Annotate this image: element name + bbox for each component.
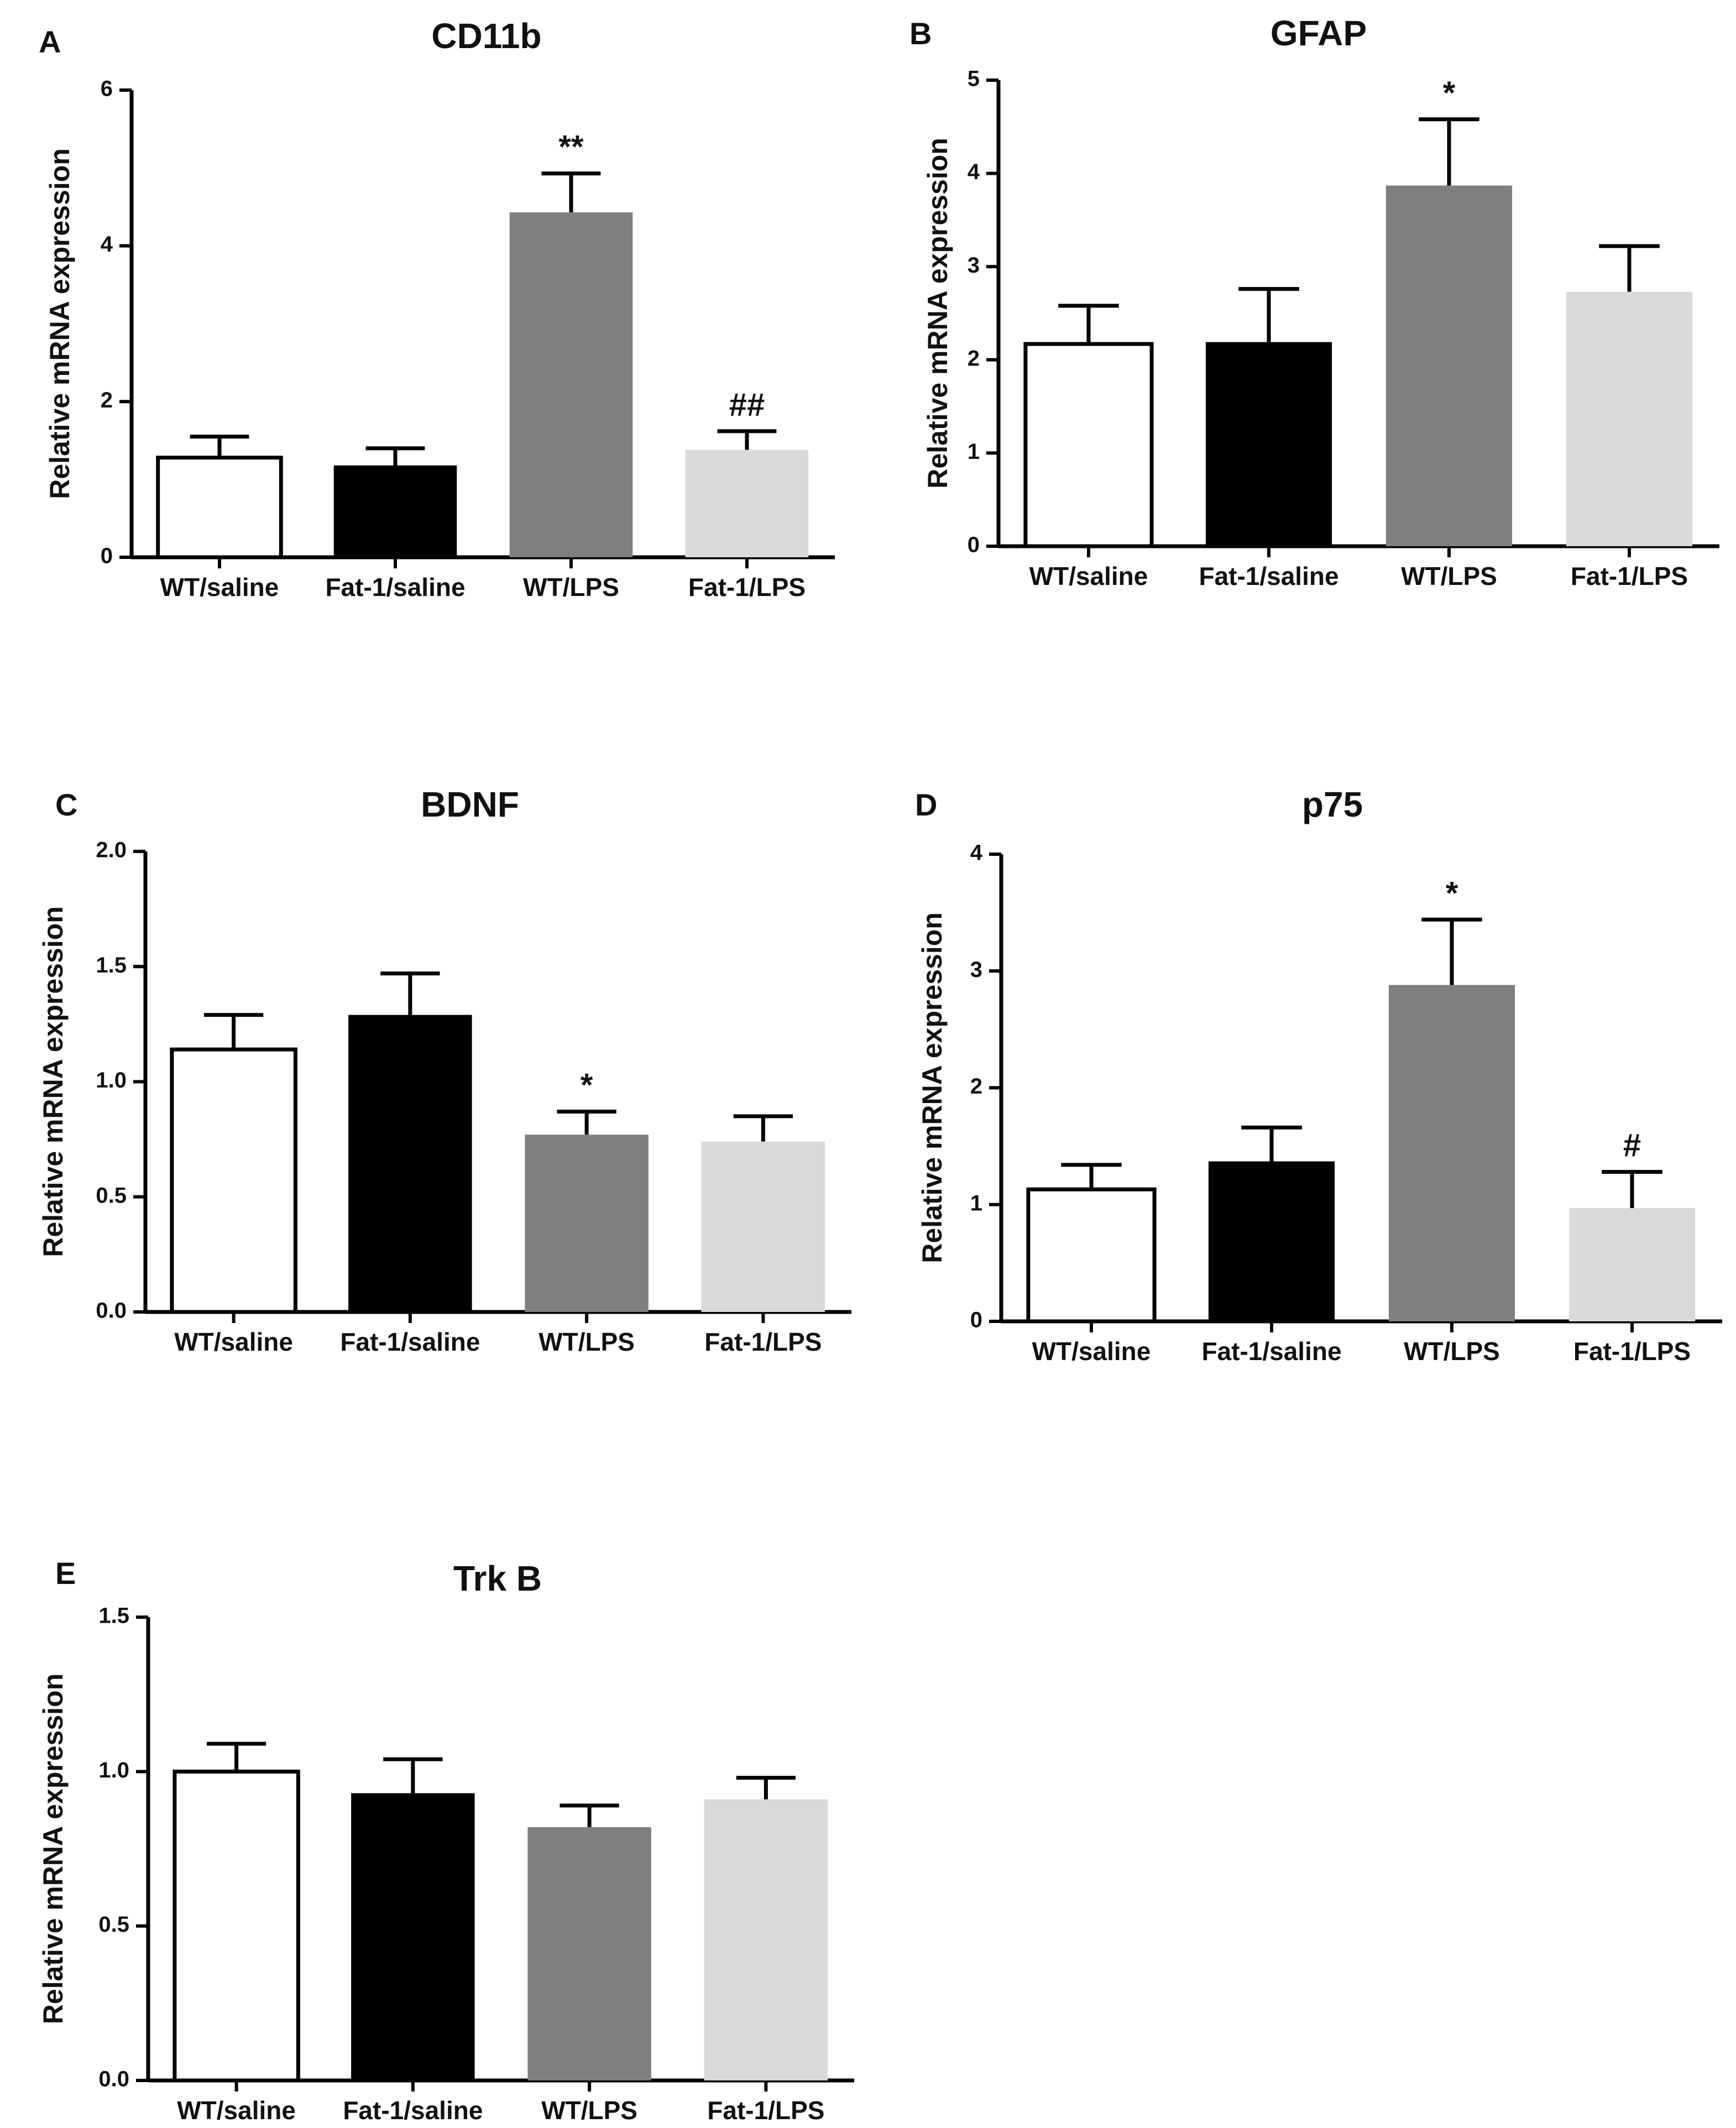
x-tick-label: WT/saline	[177, 2096, 296, 2125]
x-tick-label: WT/LPS	[523, 573, 619, 602]
y-tick-label: 0.5	[96, 1183, 127, 1207]
y-tick-label: 0	[101, 544, 113, 568]
y-tick-label: 3	[970, 958, 982, 982]
bar-fat-1-saline	[351, 1793, 475, 2080]
panel-c: C BDNF Relative mRNA expression 0.0 0.5 1.0 1.…	[38, 785, 851, 1356]
bar-wt-saline	[170, 1047, 297, 1314]
x-tick-label: WT/LPS	[541, 2096, 637, 2125]
y-tick-label: 1.5	[98, 1604, 129, 1628]
bar-wt-saline	[156, 456, 283, 560]
significance-marker: #	[1623, 1128, 1641, 1164]
significance-marker: ##	[729, 387, 765, 423]
x-tick-label: Fat-1/LPS	[1573, 1337, 1691, 1366]
panel-a: A CD11b Relative mRNA expression 0 2 4 6 WT/sal…	[39, 16, 835, 602]
bar-fat-1-saline	[348, 1015, 472, 1312]
y-tick-label: 2	[970, 1074, 982, 1099]
panel-b: B GFAP Relative mRNA expression 0 1 2 3 4 5 WT/sa…	[909, 13, 1719, 590]
y-tick-label: 0.0	[98, 2067, 129, 2092]
bar-wt-saline	[1023, 342, 1154, 548]
bar-wt-lps	[1388, 985, 1515, 1321]
bar-fat-1-saline	[1208, 1161, 1335, 1321]
x-tick-label: WT/LPS	[1401, 562, 1497, 590]
bar-fat-1-lps	[685, 449, 809, 557]
y-axis-label: Relative mRNA expression	[44, 148, 75, 499]
bar-wt-saline	[1026, 1187, 1157, 1324]
significance-marker: **	[558, 129, 584, 165]
y-tick-label: 2	[101, 388, 113, 412]
y-tick-label: 6	[101, 77, 113, 101]
significance-marker: *	[1446, 875, 1458, 911]
bar-fat-1-lps	[704, 1799, 828, 2080]
x-tick-label: Fat-1/saline	[343, 2096, 483, 2125]
significance-marker: *	[581, 1068, 593, 1104]
x-tick-label: Fat-1/saline	[340, 1327, 480, 1356]
x-tick-label: Fat-1/saline	[1201, 1337, 1341, 1366]
y-tick-label: 1	[968, 440, 980, 464]
y-tick-label: 0	[968, 533, 980, 557]
panel-letter: B	[909, 16, 932, 51]
chart-title: p75	[1302, 785, 1363, 824]
x-tick-label: Fat-1/LPS	[688, 573, 806, 602]
bar-fat-1-lps	[701, 1141, 825, 1312]
chart-title: BDNF	[421, 785, 519, 824]
bar-fat-1-lps	[1568, 1208, 1696, 1321]
bar-wt-lps	[527, 1827, 651, 2080]
y-tick-label: 1.5	[96, 953, 127, 977]
y-axis-label: Relative mRNA expression	[38, 906, 69, 1257]
bar-fat-1-saline	[1205, 342, 1332, 546]
y-axis-label: Relative mRNA expression	[922, 138, 953, 489]
y-tick-label: 3	[968, 253, 980, 278]
y-axis-label: Relative mRNA expression	[38, 1674, 69, 2025]
chart-title: Trk B	[453, 1559, 542, 1598]
y-tick-label: 1.0	[96, 1068, 127, 1092]
bar-wt-lps	[1385, 185, 1513, 546]
panel-e: E Trk B Relative mRNA expression 0.0 0.5 1.0 1…	[38, 1556, 854, 2125]
y-tick-label: 1	[970, 1191, 982, 1215]
x-tick-label: WT/LPS	[1404, 1337, 1500, 1366]
x-tick-label: Fat-1/LPS	[707, 2096, 824, 2125]
chart-title: GFAP	[1270, 13, 1367, 53]
bar-wt-lps	[509, 212, 633, 557]
bar-fat-1-lps	[1566, 291, 1693, 546]
bar-wt-lps	[525, 1134, 649, 1312]
x-tick-label: Fat-1/LPS	[1571, 562, 1688, 590]
x-tick-label: Fat-1/saline	[1199, 562, 1338, 590]
panel-letter: D	[915, 787, 937, 822]
panel-letter: E	[55, 1556, 76, 1591]
y-tick-label: 4	[968, 160, 980, 184]
panel-letter: C	[55, 787, 77, 822]
y-axis-label: Relative mRNA expression	[917, 912, 948, 1263]
chart-title: CD11b	[431, 16, 541, 56]
bar-fat-1-saline	[333, 465, 457, 557]
y-tick-label: 0.5	[98, 1912, 129, 1937]
significance-marker: *	[1443, 75, 1456, 111]
y-tick-label: 4	[970, 841, 983, 865]
x-tick-label: WT/LPS	[538, 1327, 635, 1356]
panel-letter: A	[39, 24, 61, 59]
y-tick-label: 2	[968, 346, 980, 370]
x-tick-label: WT/saline	[174, 1327, 293, 1356]
x-tick-label: Fat-1/saline	[325, 573, 465, 602]
y-tick-label: 0	[970, 1308, 982, 1332]
x-tick-label: WT/saline	[1032, 1337, 1151, 1366]
x-tick-label: WT/saline	[1029, 562, 1148, 590]
y-tick-label: 1.0	[98, 1758, 129, 1782]
bar-wt-saline	[172, 1769, 300, 2083]
x-tick-label: WT/saline	[160, 573, 279, 602]
y-tick-label: 2.0	[96, 838, 127, 862]
x-tick-label: Fat-1/LPS	[704, 1327, 822, 1356]
y-tick-label: 0.0	[96, 1299, 127, 1323]
y-tick-label: 5	[968, 67, 980, 91]
y-tick-label: 4	[101, 232, 113, 257]
